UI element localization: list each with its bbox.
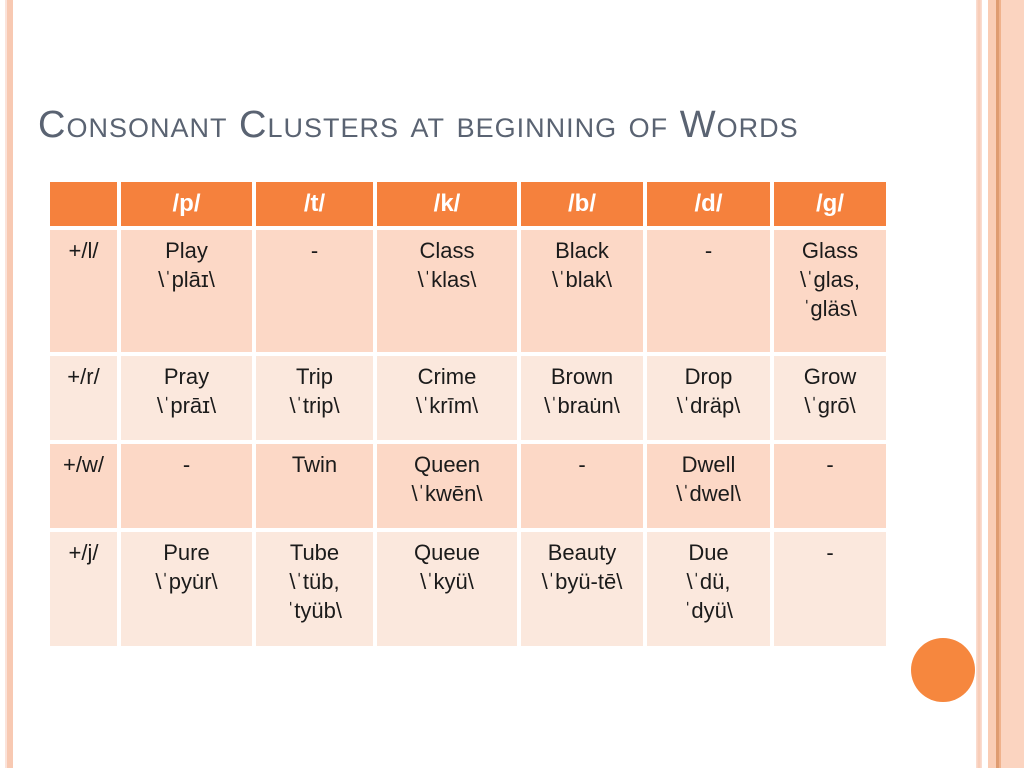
cell-pronunciation: \ˈbyü-tē\ bbox=[541, 569, 623, 594]
cell-pronunciation: \ˈtrip\ bbox=[289, 393, 340, 418]
cell-pronunciation: \ˈglas, bbox=[800, 267, 860, 292]
cell-pronunciation: ˈtyüb\ bbox=[286, 598, 343, 623]
header-cell-empty bbox=[50, 182, 117, 226]
table-cell: Drop \ˈdräp\ bbox=[647, 356, 770, 440]
table-cell: Class \ˈklas\ bbox=[377, 230, 517, 352]
table-row: +/w/ - Twin Queen \ˈkwēn\ - Dwell \ˈdwel\ - bbox=[50, 444, 886, 528]
row-label: +/l/ bbox=[50, 230, 117, 352]
table-row: +/l/Play \ˈplāɪ\ - Class \ˈklas\ Black \ˈblak\… bbox=[50, 230, 886, 352]
consonant-cluster-table: /p//t//k//b//d//g/ +/l/Play \ˈplāɪ\ - Class… bbox=[46, 178, 890, 650]
left-border-stripe bbox=[5, 0, 13, 768]
slide-title: Consonant Clusters at beginning of Words bbox=[38, 104, 799, 146]
cell-word: Due bbox=[688, 540, 729, 565]
row-label: +/r/ bbox=[50, 356, 117, 440]
cell-word: Twin bbox=[291, 452, 338, 477]
cell-word: - bbox=[826, 452, 834, 477]
cell-word: Drop bbox=[684, 364, 733, 389]
table-cell: Brown \ˈbrau̇n\ bbox=[521, 356, 643, 440]
cell-pronunciation: \ˈdü, bbox=[686, 569, 731, 594]
table-cell: Play \ˈplāɪ\ bbox=[121, 230, 252, 352]
header-row: /p//t//k//b//d//g/ bbox=[50, 182, 886, 226]
cell-pronunciation: ˈdyü\ bbox=[684, 598, 733, 623]
cell-word: Brown bbox=[550, 364, 614, 389]
table-cell: Dwell \ˈdwel\ bbox=[647, 444, 770, 528]
right-border-band bbox=[988, 0, 1024, 768]
cell-word: Class bbox=[419, 238, 475, 263]
cell-pronunciation: ˈgläs\ bbox=[803, 296, 857, 321]
header-cell-phoneme: /p/ bbox=[121, 182, 252, 226]
cell-pronunciation: \ˈdwel\ bbox=[676, 481, 741, 506]
cell-pronunciation: \ˈprāɪ\ bbox=[156, 393, 217, 418]
header-cell-phoneme: /g/ bbox=[774, 182, 886, 226]
cell-word: Crime bbox=[417, 364, 477, 389]
cell-word: - bbox=[310, 238, 319, 263]
cell-word: Queue bbox=[413, 540, 481, 565]
header-cell-phoneme: /k/ bbox=[377, 182, 517, 226]
table-cell: - bbox=[774, 444, 886, 528]
cell-pronunciation: \ˈkrīm\ bbox=[415, 393, 479, 418]
cell-word: Play bbox=[165, 238, 208, 263]
cell-word: Grow bbox=[803, 364, 857, 389]
cell-pronunciation: \ˈblak\ bbox=[552, 267, 612, 292]
table-cell: Glass \ˈglas, ˈgläs\ bbox=[774, 230, 886, 352]
cell-pronunciation: \ˈkyü\ bbox=[420, 569, 474, 594]
cell-word: - bbox=[578, 452, 586, 477]
cell-pronunciation: \ˈbrau̇n\ bbox=[544, 393, 620, 418]
cell-word: Trip bbox=[295, 364, 334, 389]
table-cell: Due \ˈdü, ˈdyü\ bbox=[647, 532, 770, 646]
cell-pronunciation: \ˈpyu̇r\ bbox=[155, 569, 218, 594]
cell-word: Black bbox=[555, 238, 609, 263]
cell-word: Dwell bbox=[681, 452, 736, 477]
table-cell: - bbox=[521, 444, 643, 528]
cell-word: Pure bbox=[163, 540, 210, 565]
table-row: +/j/Pure \ˈpyu̇r\ Tube \ˈtüb, ˈtyüb\ Queue \ˈk… bbox=[50, 532, 886, 646]
cell-word: - bbox=[704, 238, 713, 263]
table-cell: Twin bbox=[256, 444, 373, 528]
cell-pronunciation: \ˈplāɪ\ bbox=[158, 267, 215, 292]
cell-word: Glass bbox=[801, 238, 859, 263]
table-cell: Tube \ˈtüb, ˈtyüb\ bbox=[256, 532, 373, 646]
table-cell: Beauty \ˈbyü-tē\ bbox=[521, 532, 643, 646]
cell-pronunciation: \ˈtüb, bbox=[289, 569, 340, 594]
accent-circle bbox=[911, 638, 975, 702]
header-cell-phoneme: /b/ bbox=[521, 182, 643, 226]
cell-word: Queen bbox=[413, 452, 481, 477]
table-cell: Crime \ˈkrīm\ bbox=[377, 356, 517, 440]
table-body: +/l/Play \ˈplāɪ\ - Class \ˈklas\ Black \ˈblak\… bbox=[50, 230, 886, 646]
table-header: /p//t//k//b//d//g/ bbox=[50, 182, 886, 226]
table-cell: Pray \ˈprāɪ\ bbox=[121, 356, 252, 440]
table-cell: - bbox=[121, 444, 252, 528]
table-cell: Queen \ˈkwēn\ bbox=[377, 444, 517, 528]
header-cell-phoneme: /d/ bbox=[647, 182, 770, 226]
cell-pronunciation: \ˈdräp\ bbox=[676, 393, 741, 418]
table-cell: - bbox=[256, 230, 373, 352]
cell-pronunciation: \ˈkwēn\ bbox=[411, 481, 483, 506]
row-label: +/j/ bbox=[50, 532, 117, 646]
cell-word: Beauty bbox=[547, 540, 617, 565]
right-thin-stripe bbox=[976, 0, 982, 768]
table-cell: Queue \ˈkyü\ bbox=[377, 532, 517, 646]
cell-pronunciation: \ˈgrō\ bbox=[804, 393, 856, 418]
table-cell: Grow \ˈgrō\ bbox=[774, 356, 886, 440]
table-cell: Pure \ˈpyu̇r\ bbox=[121, 532, 252, 646]
cell-word: - bbox=[182, 452, 191, 477]
table-cell: Trip \ˈtrip\ bbox=[256, 356, 373, 440]
table-cell: - bbox=[647, 230, 770, 352]
table-cell: - bbox=[774, 532, 886, 646]
table-cell: Black \ˈblak\ bbox=[521, 230, 643, 352]
cell-word: - bbox=[826, 540, 834, 565]
header-cell-phoneme: /t/ bbox=[256, 182, 373, 226]
cell-word: Pray bbox=[163, 364, 210, 389]
cell-word: Tube bbox=[289, 540, 340, 565]
cell-pronunciation: \ˈklas\ bbox=[417, 267, 477, 292]
table-row: +/r/Pray \ˈprāɪ\ Trip \ˈtrip\ Crime \ˈkrīm\ Br… bbox=[50, 356, 886, 440]
row-label: +/w/ bbox=[50, 444, 117, 528]
table-container: /p//t//k//b//d//g/ +/l/Play \ˈplāɪ\ - Class… bbox=[46, 178, 890, 650]
